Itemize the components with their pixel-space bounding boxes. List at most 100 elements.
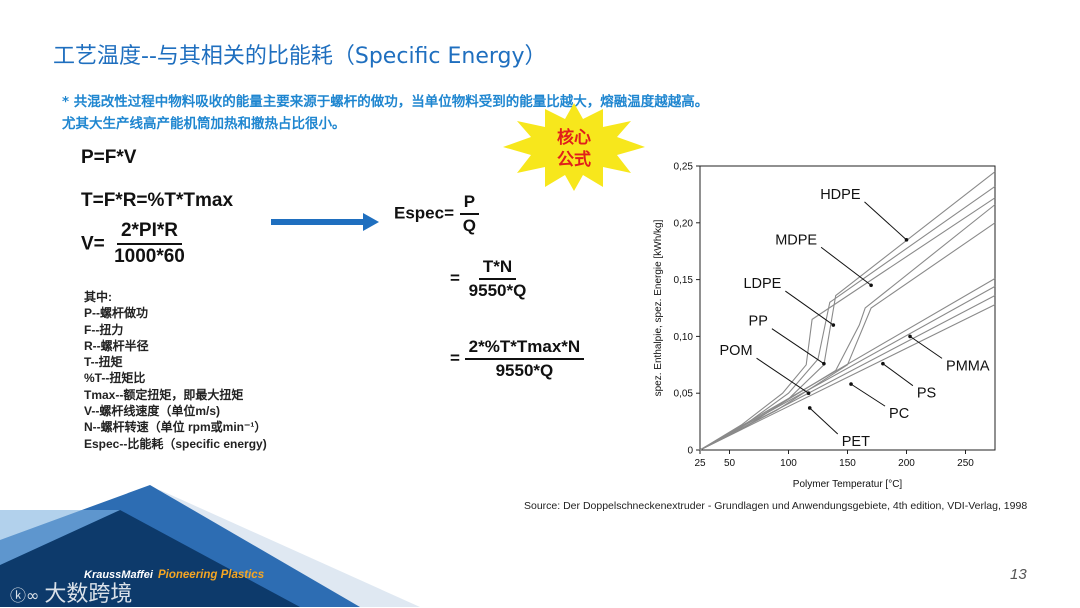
arrow-shaft [271,219,365,225]
formula-espec-numerator: P [459,192,480,215]
annotation-dot-ldpe [831,323,836,327]
legend-item: R--螺杆半径 [84,338,149,353]
annotation-leader-pom [756,357,809,394]
annotation-dot-pp [822,361,826,366]
annotation-leader-mdpe [820,246,872,286]
y-tick-label: 0 [687,446,693,457]
annotation-dot-mdpe [869,283,873,288]
starburst-line-1: 核心 [557,127,591,148]
x-tick-label: 100 [780,458,797,469]
formula-step2-eq: = [450,268,460,288]
formula-v-denominator: 1000*60 [114,245,185,267]
y-tick-label: 0,15 [674,275,694,286]
watermark-text: 大数跨境 [44,582,133,607]
note-line-1: * 共混改性过程中物料吸收的能量主要来源于螺杆的做功，当单位物料受到的能量比越大… [62,94,709,110]
watermark-icon: ⓚ∞ [10,586,45,605]
annotation-label-mdpe: MDPE [775,232,817,248]
y-tick-label: 0,20 [674,218,694,229]
formula-p: P=F*V [81,147,137,168]
annotation-dot-pc [849,382,853,386]
legend-item: N--螺杆转速（单位 rpm或min⁻¹） [84,420,267,435]
brand-band-dark [0,510,300,607]
annotation-leader-pet [809,407,839,435]
annotation-leader-hdpe [864,201,907,241]
y-tick-label: 0,10 [674,332,694,343]
annotation-leader-ldpe [785,290,834,326]
x-axis-label: Polymer Temperatur [°C] [793,479,903,490]
annotation-label-hdpe: HDPE [820,187,861,203]
x-tick-label: 50 [724,458,736,469]
annotation-label-ps: PS [917,386,936,402]
annotation-label-pc: PC [889,406,909,422]
formula-t: T=F*R=%T*Tmax [81,190,234,211]
legend-item: Tmax--额定扭矩，即最大扭矩 [84,387,244,402]
brand-band-accent [0,510,120,565]
formula-step2-denominator: 9550*Q [468,280,527,300]
series-line-ps [699,285,996,451]
brand-logo-text: KraussMaffei [84,569,153,581]
formula-step3-numerator: 2*%T*Tmax*N [464,337,585,360]
right-arrow-icon [271,213,379,231]
annotation-label-pp: PP [749,314,768,330]
formula-step3-denominator: 9550*Q [495,360,554,380]
y-axis-label: spez. Enthalpie, spez. Energie [kWh/kg] [653,219,664,396]
arrow-head [363,213,379,231]
annotation-label-ldpe: LDPE [743,276,781,292]
watermark: ⓚ∞ 大数跨境 [10,576,132,608]
formula-espec-fraction: P Q [459,192,480,235]
x-tick-label: 250 [957,458,974,469]
annotation-leader-pmma [909,335,943,359]
annotation-dot-pom [806,391,811,395]
formula-espec-denominator: Q [462,215,476,235]
plot-frame [699,165,996,451]
formula-v-lhs: V= [81,233,105,255]
formula-espec: Espec= P Q [394,192,480,235]
annotation-dot-hdpe [904,238,909,242]
legend-item: V--螺杆线速度（单位m/s) [84,404,221,419]
page-title: 工艺温度--与其相关的比能耗（Specific Energy） [53,44,547,69]
legend-item: P--螺杆做功 [84,306,148,321]
x-tick-label: 25 [694,458,706,469]
annotation-dot-pet [807,406,812,410]
annotation-leader-pp [771,328,825,365]
formula-step3-fraction: 2*%T*Tmax*N 9550*Q [464,337,585,380]
formula-step3-eq: = [450,348,460,368]
annotation-dot-pmma [908,334,912,339]
series-line-pmma [699,277,996,451]
formula-step2: = T*N 9550*Q [450,257,531,300]
brand-slogan: Pioneering Plastics [158,569,265,581]
formula-step2-fraction: T*N 9550*Q [465,257,531,300]
starburst-shape [503,103,645,191]
legend-item: F--扭力 [84,322,124,337]
x-tick-label: 150 [839,458,856,469]
formula-v: V= 2*PI*R 1000*60 [81,220,189,268]
formula-step2-numerator: T*N [478,257,517,280]
formula-v-numerator: 2*PI*R [116,220,182,245]
annotation-label-pmma: PMMA [946,358,990,374]
legend-item: T--扭矩 [84,355,123,370]
series-line-pp [699,204,996,451]
formula-step3: = 2*%T*Tmax*N 9550*Q [450,337,585,380]
annotation-leader-ps [882,363,914,387]
starburst-badge: 核心 公式 [503,103,645,191]
x-tick-label: 200 [898,458,915,469]
page-number: 13 [1010,566,1027,583]
y-tick-label: 0,05 [674,389,694,400]
annotation-dot-ps [881,361,885,366]
series-line-pet [699,304,996,451]
legend-item: Espec--比能耗（specific energy) [84,436,267,451]
variable-legend: 其中: P--螺杆做功 F--扭力 R--螺杆半径 T--扭矩 %T--扭矩比 … [84,289,267,452]
annotation-leader-pc [850,383,886,407]
brand-band [0,485,420,607]
enthalpy-chart: 25 50 100 150 200 250 0 0,05 0,10 0,15 0,20 0,25 Pol… [653,162,996,490]
source-citation: Source: Der Doppelschneckenextruder - Gr… [524,500,1028,512]
series-line-pc [699,295,996,451]
legend-item: %T--扭矩比 [84,371,146,386]
legend-item: 其中: [84,290,112,304]
formula-v-fraction: 2*PI*R 1000*60 [110,220,189,268]
y-tick-label: 0,25 [674,162,694,173]
annotation-label-pom: POM [720,343,753,359]
note-line-2: 尤其大生产线高产能机筒加热和撤热占比很小。 [62,116,346,132]
starburst-line-2: 公式 [557,149,591,170]
series-line-ldpe [699,197,996,451]
